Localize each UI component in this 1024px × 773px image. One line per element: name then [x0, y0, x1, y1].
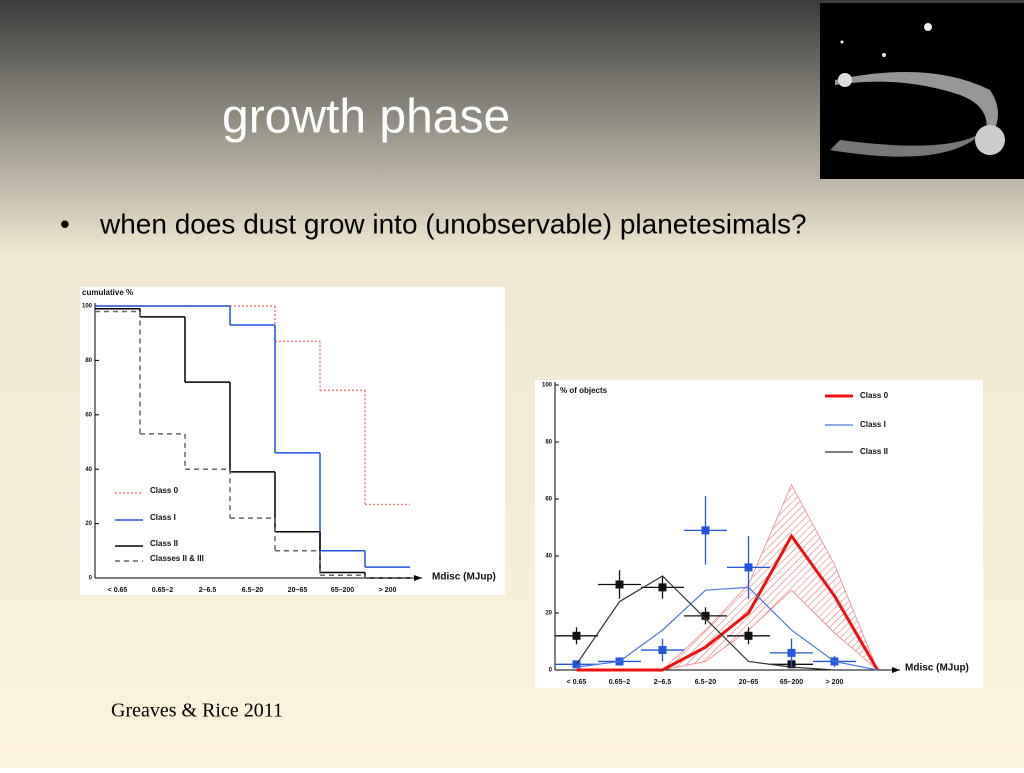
x-tick-label: > 200 [826, 679, 844, 686]
y-tick-label: 80 [545, 440, 552, 446]
x-tick-label: 65–200 [780, 679, 803, 686]
x-axis-label: Mdisc (MJup) [432, 572, 496, 583]
x-tick-label: 20–65 [739, 679, 759, 686]
y-tick-label: 40 [545, 554, 552, 560]
legend-label: Classes II & III [150, 554, 204, 563]
x-tick-label: < 0.65 [108, 587, 128, 594]
y-tick-label: 20 [85, 521, 92, 527]
x-tick-label: 0.65–2 [609, 679, 631, 686]
data-point [787, 648, 796, 657]
y-tick-label: 20 [545, 611, 552, 617]
x-tick-label: 6.5–20 [695, 679, 717, 686]
legend-label: Class 0 [860, 391, 889, 400]
y-axis-label: cumulative % [82, 288, 133, 297]
planet-image [820, 3, 1024, 179]
x-tick-label: > 200 [379, 587, 397, 594]
legend-label: Class 0 [150, 486, 179, 495]
x-tick-label: 2–6.5 [199, 587, 217, 594]
data-point [658, 583, 667, 592]
data-point [615, 580, 624, 589]
y-tick-label: 60 [85, 412, 92, 418]
y-tick-label: 60 [545, 497, 552, 503]
x-tick-label: 0.65–2 [152, 587, 174, 594]
y-tick-label: 80 [85, 358, 92, 364]
x-axis-arrow [892, 667, 900, 673]
y-axis-label: % of objects [560, 386, 608, 395]
data-point [701, 611, 710, 620]
slide-title: growth phase [222, 91, 510, 144]
data-point [658, 646, 667, 655]
x-tick-label: 2–6.5 [654, 679, 672, 686]
data-point [701, 526, 710, 535]
data-point [744, 563, 753, 572]
y-tick-label: 0 [89, 576, 93, 582]
x-tick-label: 20–65 [288, 587, 308, 594]
data-point [744, 631, 753, 640]
x-tick-label: < 0.65 [567, 679, 587, 686]
series-line [576, 533, 879, 672]
data-point [572, 631, 581, 640]
bullet-text: when does dust grow into (unobservable) … [99, 208, 807, 239]
x-tick-label: 65–200 [331, 587, 354, 594]
legend-label: Class I [860, 420, 886, 429]
legend-label: Class II [860, 447, 888, 456]
series-line [576, 586, 878, 671]
chart-panel [535, 380, 983, 688]
series-line [576, 575, 835, 671]
x-axis-arrow [414, 575, 422, 581]
chart-panel [80, 287, 505, 595]
legend-label: Class II [150, 539, 178, 548]
y-tick-label: 100 [82, 304, 93, 310]
y-tick-label: 40 [85, 467, 92, 473]
y-tick-label: 100 [542, 383, 553, 389]
x-tick-label: 6.5–20 [242, 587, 264, 594]
y-tick-label: 0 [549, 668, 553, 674]
x-axis-label: Mdisc (MJup) [905, 663, 969, 674]
bullet-marker: • [60, 208, 70, 239]
legend-label: Class I [150, 513, 176, 522]
citation: Greaves & Rice 2011 [111, 700, 283, 722]
